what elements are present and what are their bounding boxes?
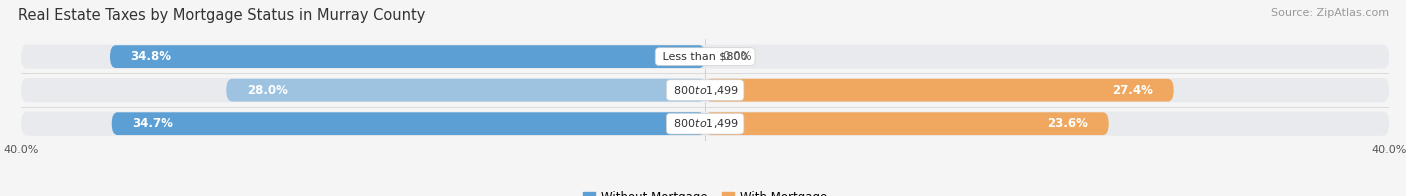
Text: 27.4%: 27.4%: [1112, 84, 1153, 97]
Text: 34.8%: 34.8%: [131, 50, 172, 63]
Text: $800 to $1,499: $800 to $1,499: [671, 117, 740, 130]
Text: $800 to $1,499: $800 to $1,499: [671, 84, 740, 97]
Text: Source: ZipAtlas.com: Source: ZipAtlas.com: [1271, 8, 1389, 18]
FancyBboxPatch shape: [706, 79, 1174, 102]
Legend: Without Mortgage, With Mortgage: Without Mortgage, With Mortgage: [579, 186, 831, 196]
FancyBboxPatch shape: [110, 45, 706, 68]
Text: 28.0%: 28.0%: [247, 84, 288, 97]
FancyBboxPatch shape: [111, 112, 706, 135]
FancyBboxPatch shape: [706, 112, 1109, 135]
Text: 23.6%: 23.6%: [1047, 117, 1088, 130]
Text: Less than $800: Less than $800: [659, 52, 751, 62]
FancyBboxPatch shape: [21, 44, 1389, 69]
FancyBboxPatch shape: [21, 78, 1389, 102]
Text: Real Estate Taxes by Mortgage Status in Murray County: Real Estate Taxes by Mortgage Status in …: [18, 8, 426, 23]
FancyBboxPatch shape: [226, 79, 706, 102]
FancyBboxPatch shape: [21, 112, 1389, 136]
Text: 0.0%: 0.0%: [723, 50, 752, 63]
Text: 34.7%: 34.7%: [132, 117, 173, 130]
